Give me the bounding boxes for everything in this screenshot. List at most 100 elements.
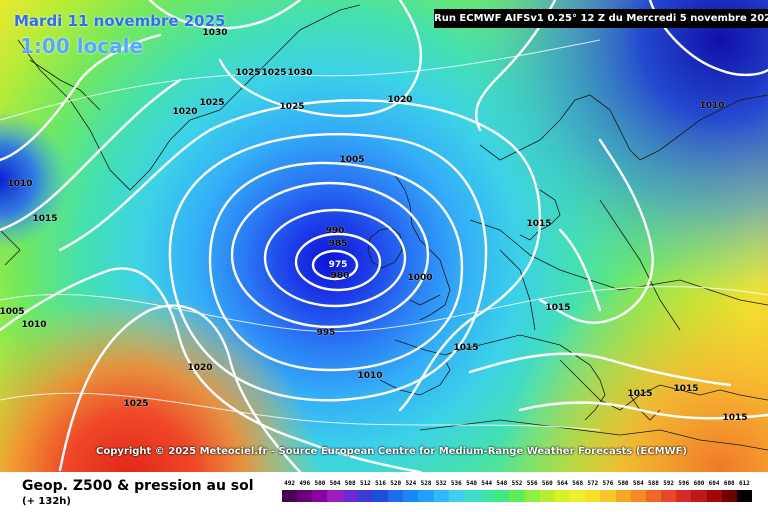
legend-tick-label: 520 [390, 480, 402, 487]
coastlines [0, 4, 768, 451]
legend-tick-label: 508 [344, 480, 356, 487]
isobar-label: 1015 [453, 343, 479, 353]
geopotential-contours [0, 39, 768, 431]
isobar-label: 1015 [32, 214, 58, 224]
isobar-label: 1015 [722, 413, 748, 423]
legend-tick-label: 512 [359, 480, 371, 487]
legend-tick-label: 552 [511, 480, 523, 487]
model-run-banner: Run ECMWF AIFSv1 0.25° 12 Z du Mercredi … [434, 9, 768, 28]
isobar-label: 1030 [202, 28, 228, 38]
legend-swatch [418, 490, 435, 502]
legend-swatch [630, 490, 647, 502]
legend-swatch [554, 490, 571, 502]
forecast-date: Mardi 11 novembre 2025 [14, 12, 226, 30]
legend-swatch [721, 490, 738, 502]
legend-tick-label: 560 [541, 480, 553, 487]
legend-swatch [327, 490, 344, 502]
legend-tick-label: 496 [299, 480, 311, 487]
isobar-label: 1030 [287, 68, 313, 78]
isobar-label: 1025 [235, 68, 261, 78]
legend-tick-label: 604 [708, 480, 720, 487]
legend-tick-label: 556 [526, 480, 538, 487]
isobar-label: 1015 [673, 384, 699, 394]
legend-tick-label: 596 [678, 480, 690, 487]
map-canvas [0, 0, 768, 472]
low-pressure-center-label: 975 [328, 260, 348, 270]
legend-swatch [388, 490, 404, 502]
legend-swatch [736, 490, 753, 502]
isobar-label: 985 [328, 239, 348, 249]
isobar-label: 1025 [199, 98, 225, 108]
legend-tick-label: 572 [587, 480, 599, 487]
legend-swatch [570, 490, 586, 502]
legend-tick-label: 492 [284, 480, 295, 487]
legend-swatch [661, 490, 677, 502]
legend-swatch [706, 490, 723, 502]
legend-swatch [372, 490, 389, 502]
legend-swatch [494, 490, 510, 502]
isobar-label: 1005 [0, 307, 25, 317]
legend-swatch [676, 490, 692, 502]
map-footer: Geop. Z500 & pression au sol (+ 132h) 49… [0, 472, 768, 512]
isobar-label: 1010 [21, 320, 47, 330]
legend-swatch [615, 490, 632, 502]
isobar-label: 1025 [261, 68, 287, 78]
legend-tick-label: 592 [663, 480, 675, 487]
color-scale-legend: 492 496 500 504 508 512 516 520 524 528 532 536 540 5… [282, 480, 753, 506]
legend-tick-label: 608 [723, 480, 735, 487]
legend-swatch [463, 490, 480, 502]
legend-swatch [297, 490, 313, 502]
isobar-label: 1010 [7, 179, 33, 189]
legend-tick-label: 612 [738, 480, 750, 487]
legend-tick-label: 500 [314, 480, 326, 487]
legend-tick-label: 504 [329, 480, 341, 487]
legend-swatch [509, 490, 526, 502]
weather-map: 1030 1025 1025 1030 1025 1020 1025 1020 … [0, 0, 768, 472]
isobar-label: 990 [325, 226, 345, 236]
legend-swatch [585, 490, 601, 502]
legend-tick-label: 532 [435, 480, 447, 487]
isobar-label: 1015 [526, 219, 552, 229]
legend-swatch [357, 490, 374, 502]
isobar-label: 1000 [407, 273, 433, 283]
isobar-label: 980 [330, 271, 350, 281]
isobar-label: 1025 [279, 102, 305, 112]
legend-tick-label: 576 [602, 480, 614, 487]
legend-swatch [691, 490, 707, 502]
isobar-label: 1020 [387, 95, 413, 105]
isobar-label: 1015 [545, 303, 571, 313]
isobar-label: 1020 [187, 363, 213, 373]
legend-tick-label: 536 [450, 480, 462, 487]
legend-swatch [342, 490, 359, 502]
legend-swatch [282, 490, 298, 502]
isobar-label: 995 [316, 328, 336, 338]
legend-tick-label: 548 [496, 480, 508, 487]
isobar-label: 1010 [699, 101, 725, 111]
product-title: Geop. Z500 & pression au sol [22, 478, 254, 494]
legend-tick-label: 564 [557, 480, 568, 487]
isobars [0, 0, 768, 472]
legend-swatch [403, 490, 419, 502]
legend-tick-label: 584 [632, 480, 644, 487]
isobar-label: 1020 [172, 107, 198, 117]
forecast-lead-time: (+ 132h) [22, 496, 71, 507]
legend-tick-label: 540 [466, 480, 477, 487]
legend-tick-label: 528 [420, 480, 432, 487]
isobar-label: 1025 [123, 399, 149, 409]
legend-tick-label: 524 [405, 480, 417, 487]
legend-tick-label: 588 [648, 480, 659, 487]
legend-swatch [600, 490, 617, 502]
legend-tick-label: 516 [375, 480, 386, 487]
isobar-label: 1005 [339, 155, 365, 165]
legend-swatch [448, 490, 465, 502]
legend-swatch [479, 490, 495, 502]
legend-tick-label: 580 [617, 480, 629, 487]
forecast-local-time: 1:00 locale [20, 34, 144, 58]
legend-swatch [539, 490, 556, 502]
legend-tick-label: 544 [481, 480, 493, 487]
legend-swatch [433, 490, 450, 502]
legend-tick-label: 600 [693, 480, 705, 487]
legend-swatch [645, 490, 662, 502]
copyright-notice: Copyright © 2025 Meteociel.fr - Source E… [96, 446, 687, 457]
legend-tick-label: 568 [572, 480, 584, 487]
